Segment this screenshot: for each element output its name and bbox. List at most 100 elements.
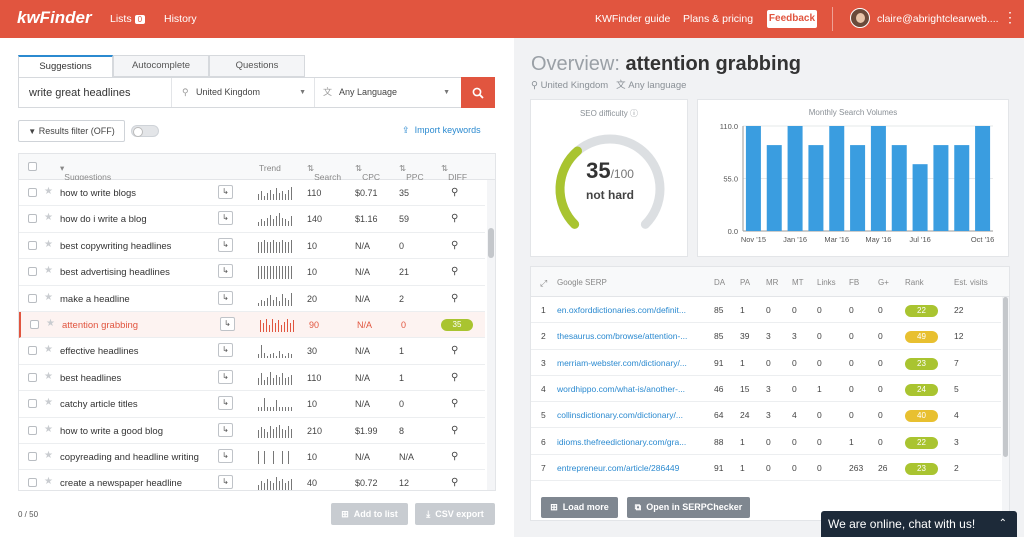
tab-autocomplete[interactable]: Autocomplete xyxy=(113,55,209,77)
bar[interactable] xyxy=(975,126,991,231)
table-row[interactable]: ★ best headlines ↳ 110 N/A 1 ⚲ xyxy=(19,364,485,392)
tab-questions[interactable]: Questions xyxy=(209,55,305,77)
table-row[interactable]: ★ best copywriting headlines ↳ 10 N/A 0 ⚲ xyxy=(19,232,485,260)
row-checkbox[interactable] xyxy=(28,214,37,224)
import-keywords-link[interactable]: ⇪ Import keywords xyxy=(402,125,481,136)
star-icon[interactable]: ★ xyxy=(44,344,53,356)
col-ppc[interactable]: ⇅ PPC xyxy=(399,163,424,182)
keyword-text[interactable]: copyreading and headline writing xyxy=(60,452,199,463)
expand-keyword-button[interactable]: ↳ xyxy=(218,396,233,411)
keyword-text[interactable]: how to write blogs xyxy=(60,188,137,199)
bar[interactable] xyxy=(933,145,949,231)
star-icon[interactable]: ★ xyxy=(44,238,53,250)
chat-widget[interactable]: We are online, chat with us! ⌃ xyxy=(821,511,1017,537)
table-row[interactable]: ★ best advertising headlines ↳ 10 N/A 21 ⚲ xyxy=(19,259,485,286)
star-icon[interactable]: ★ xyxy=(44,212,53,224)
row-checkbox[interactable] xyxy=(28,425,37,435)
star-icon[interactable]: ★ xyxy=(44,397,53,409)
keyword-text[interactable]: best copywriting headlines xyxy=(60,240,172,252)
row-checkbox[interactable] xyxy=(28,293,37,303)
star-icon[interactable]: ★ xyxy=(44,476,53,488)
serp-url[interactable]: idioms.thefreedictionary.com/gra... xyxy=(557,436,687,447)
magnifier-icon[interactable]: ⚲ xyxy=(451,239,459,251)
table-row[interactable]: ★ effective headlines ↳ 30 N/A 1 ⚲ xyxy=(19,338,485,365)
expand-keyword-button[interactable]: ↳ xyxy=(220,317,235,331)
tab-suggestions[interactable]: Suggestions xyxy=(18,55,113,79)
table-row[interactable]: ★ how do i write a blog ↳ 140 $1.16 59 ⚲ xyxy=(19,206,485,233)
row-checkbox[interactable] xyxy=(28,372,37,382)
avatar[interactable] xyxy=(850,8,870,28)
magnifier-icon[interactable]: ⚲ xyxy=(451,424,459,436)
bar[interactable] xyxy=(891,145,907,231)
bar[interactable] xyxy=(954,145,970,231)
nav-plans[interactable]: Plans & pricing xyxy=(683,13,754,25)
col-fb[interactable]: FB xyxy=(849,278,860,287)
location-dropdown[interactable]: ⚲ United Kingdom ▼ xyxy=(171,78,314,107)
magnifier-icon[interactable]: ⚲ xyxy=(451,451,459,462)
keyword-text[interactable]: how to write a good blog xyxy=(60,425,163,437)
table-row[interactable]: ★ attention grabbing ↳ 90 N/A 0 35 xyxy=(19,312,485,339)
expand-keyword-button[interactable]: ↳ xyxy=(218,264,233,279)
expand-keyword-button[interactable]: ↳ xyxy=(218,237,233,252)
keyword-text[interactable]: best advertising headlines xyxy=(60,267,170,279)
serp-scrollbar[interactable] xyxy=(1002,297,1009,520)
row-checkbox[interactable] xyxy=(28,478,37,488)
expand-icon[interactable]: ⤢ xyxy=(540,278,548,288)
col-suggestions[interactable]: ▾ Suggestions xyxy=(60,163,112,182)
col-trend[interactable]: Trend xyxy=(259,163,281,173)
bar[interactable] xyxy=(766,145,782,231)
serp-url[interactable]: collinsdictionary.com/dictionary/... xyxy=(557,410,683,421)
table-row[interactable]: ★ create a newspaper headline ↳ 40 $0.72 12 ⚲ xyxy=(19,470,485,490)
bar[interactable] xyxy=(829,126,845,231)
table-row[interactable]: ★ how to write a good blog ↳ 210 $1.99 8 ⚲ xyxy=(19,417,485,444)
expand-keyword-button[interactable]: ↳ xyxy=(218,290,233,305)
magnifier-icon[interactable]: ⚲ xyxy=(451,292,459,304)
keyword-input[interactable] xyxy=(19,78,171,107)
table-row[interactable]: ★ copyreading and headline writing ↳ 10 N/A N… xyxy=(19,444,485,471)
feedback-button[interactable]: Feedback xyxy=(767,10,817,28)
add-to-list-button[interactable]: ⊞ Add to list xyxy=(331,503,408,525)
bar[interactable] xyxy=(850,145,866,231)
keyword-text[interactable]: how do i write a blog xyxy=(60,214,147,226)
expand-keyword-button[interactable]: ↳ xyxy=(218,449,233,463)
serp-url[interactable]: en.oxforddictionaries.com/definit... xyxy=(557,305,686,315)
kebab-icon[interactable]: ⋮ xyxy=(1003,9,1017,25)
serp-url[interactable]: thesaurus.com/browse/attention-... xyxy=(557,331,688,342)
chevron-up-icon[interactable]: ⌃ xyxy=(998,518,1007,529)
col-est-visits[interactable]: Est. visits xyxy=(954,278,988,287)
nav-lists[interactable]: Lists 0 xyxy=(110,13,146,25)
magnifier-icon[interactable]: ⚲ xyxy=(451,345,459,357)
keyword-text[interactable]: effective headlines xyxy=(60,346,139,358)
col-da[interactable]: DA xyxy=(714,278,726,287)
col-cpc[interactable]: ⇅ CPC xyxy=(355,163,381,182)
table-row[interactable]: ★ make a headline ↳ 20 N/A 2 ⚲ xyxy=(19,285,485,312)
magnifier-icon[interactable]: ⚲ xyxy=(451,371,459,383)
col-mr[interactable]: MR xyxy=(766,278,779,287)
bar[interactable] xyxy=(870,126,886,231)
col-mt[interactable]: MT xyxy=(792,278,804,287)
keyword-text[interactable]: make a headline xyxy=(60,293,130,305)
serp-url[interactable]: entrepreneur.com/article/286449 xyxy=(557,462,680,473)
row-checkbox[interactable] xyxy=(30,320,39,329)
star-icon[interactable]: ★ xyxy=(44,186,53,197)
keyword-text[interactable]: catchy article titles xyxy=(60,399,138,411)
row-checkbox[interactable] xyxy=(28,346,37,356)
user-email[interactable]: claire@abrightclearweb.... xyxy=(877,13,999,25)
bar[interactable] xyxy=(808,145,824,231)
col-search[interactable]: ⇅ Search xyxy=(307,163,342,182)
col-gplus[interactable]: G+ xyxy=(878,278,889,287)
magnifier-icon[interactable]: ⚲ xyxy=(451,477,459,489)
star-icon[interactable]: ★ xyxy=(44,423,53,435)
expand-keyword-button[interactable]: ↳ xyxy=(218,475,233,490)
row-checkbox[interactable] xyxy=(28,267,37,277)
help-icon[interactable]: ⓘ xyxy=(630,109,639,118)
open-serpchecker-button[interactable]: ⧉ Open in SERPChecker xyxy=(627,497,750,518)
serp-url[interactable]: merriam-webster.com/dictionary/... xyxy=(557,357,687,368)
magnifier-icon[interactable]: ⚲ xyxy=(451,398,459,410)
keyword-text[interactable]: attention grabbing xyxy=(62,320,139,331)
magnifier-icon[interactable]: ⚲ xyxy=(451,213,459,225)
keyword-text[interactable]: best headlines xyxy=(60,372,122,384)
star-icon[interactable]: ★ xyxy=(44,370,53,382)
col-pa[interactable]: PA xyxy=(740,278,751,287)
star-icon[interactable]: ★ xyxy=(46,318,55,329)
